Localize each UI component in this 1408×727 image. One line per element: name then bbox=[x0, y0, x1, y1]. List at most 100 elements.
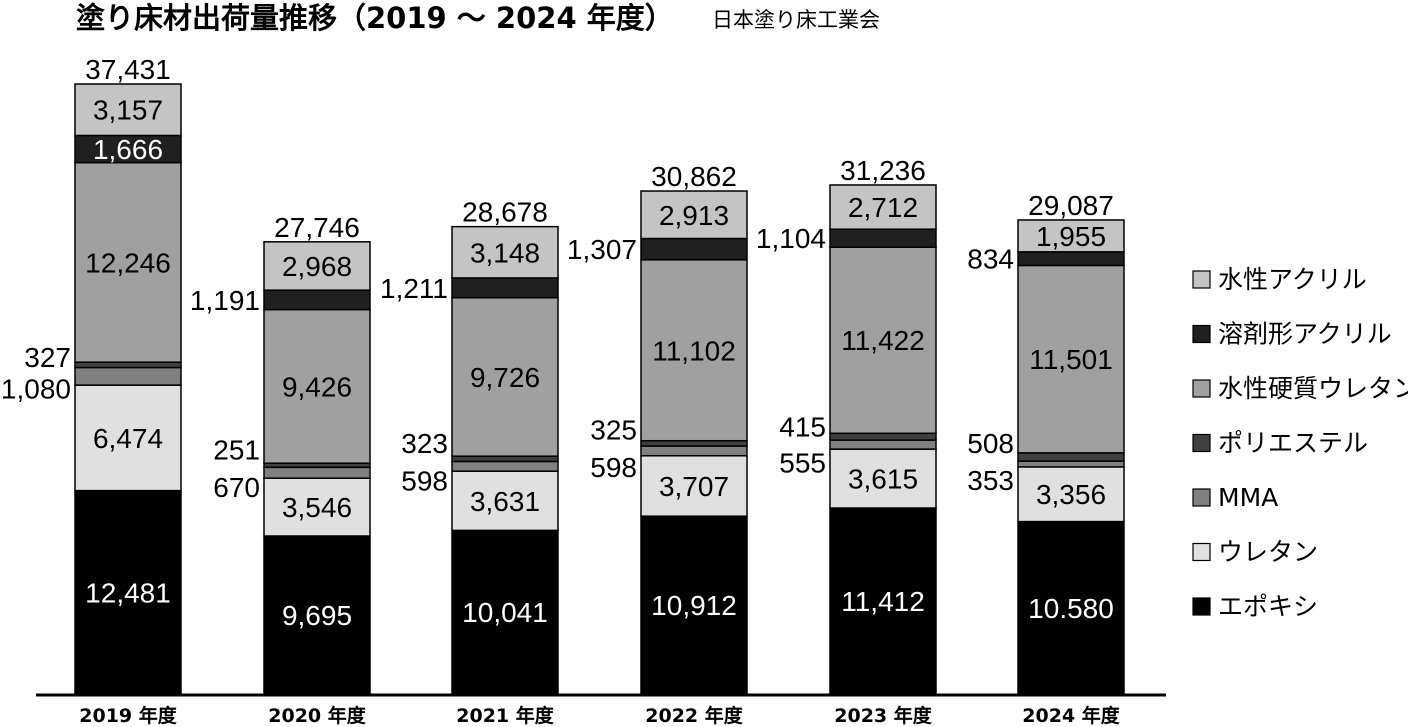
data-label-2021-年度-ウレタン: 3,631 bbox=[470, 486, 540, 517]
legend-label-ウレタン: ウレタン bbox=[1218, 538, 1318, 567]
bar-segment-2023-年度-溶剤形アクリル bbox=[829, 228, 937, 248]
bar-segment-2023-年度-エポキシ bbox=[829, 507, 937, 695]
data-label-2021-年度-エポキシ: 10,041 bbox=[462, 597, 548, 628]
bar-segment-2022-年度-水性硬質ウレタン bbox=[640, 259, 748, 442]
data-label-2019-年度-水性硬質ウレタン: 12,246 bbox=[85, 247, 171, 278]
legend-swatch-溶剤形アクリル bbox=[1192, 324, 1211, 344]
data-label-2024-年度-ポリエステル: 508 bbox=[967, 428, 1014, 459]
legend-swatch-ポリエステル bbox=[1192, 433, 1211, 453]
legend-label-MMA: MMA bbox=[1218, 483, 1278, 512]
legend-swatch-水性硬質ウレタン bbox=[1192, 379, 1211, 398]
bar-segment-2021-年度-水性硬質ウレタン bbox=[451, 296, 559, 457]
data-label-2024-年度-MMA: 353 bbox=[967, 465, 1014, 496]
total-label-2019-年度: 37,431 bbox=[85, 54, 171, 85]
bar-segment-2022-年度-ウレタン bbox=[640, 455, 748, 517]
data-label-2022-年度-溶剤形アクリル: 1,307 bbox=[567, 234, 637, 265]
data-label-2019-年度-ウレタン: 6,474 bbox=[93, 423, 163, 454]
data-label-2022-年度-MMA: 598 bbox=[590, 452, 637, 483]
data-label-2024-年度-エポキシ: 10.580 bbox=[1028, 593, 1114, 624]
x-tick-label-2021-年度: 2021 年度 bbox=[456, 704, 554, 727]
data-label-2022-年度-エポキシ: 10,912 bbox=[651, 590, 737, 621]
legend-swatch-ウレタン bbox=[1192, 542, 1211, 562]
data-label-2021-年度-水性硬質ウレタン: 9,726 bbox=[470, 362, 540, 393]
data-label-2021-年度-ポリエステル: 323 bbox=[401, 428, 448, 459]
legend-label-水性硬質ウレタン: 水性硬質ウレタン bbox=[1218, 374, 1408, 403]
bar-segment-2019-年度-溶剤形アクリル bbox=[74, 134, 182, 164]
legend-label-水性アクリル: 水性アクリル bbox=[1218, 265, 1367, 294]
bars-layer bbox=[74, 83, 1125, 695]
data-label-2019-年度-MMA: 1,080 bbox=[1, 373, 71, 404]
data-label-2019-年度-溶剤形アクリル: 1,666 bbox=[93, 134, 163, 165]
bar-segment-2024-年度-エポキシ bbox=[1017, 520, 1125, 695]
bar-segment-2021-年度-ポリエステル bbox=[451, 455, 559, 463]
bar-segment-2020-年度-エポキシ bbox=[263, 535, 371, 695]
data-label-2020-年度-水性硬質ウレタン: 9,426 bbox=[282, 371, 352, 402]
bar-segment-2019-年度-ウレタン bbox=[74, 384, 182, 492]
data-label-2023-年度-水性硬質ウレタン: 11,422 bbox=[841, 325, 925, 356]
data-label-2023-年度-エポキシ: 11,412 bbox=[841, 586, 925, 617]
data-label-2020-年度-エポキシ: 9,695 bbox=[282, 600, 352, 631]
bar-segment-2020-年度-水性硬質ウレタン bbox=[263, 308, 371, 464]
x-tick-label-2024-年度: 2024 年度 bbox=[1022, 704, 1120, 727]
data-label-2023-年度-水性アクリル: 2,712 bbox=[848, 192, 918, 223]
data-label-2023-年度-溶剤形アクリル: 1,104 bbox=[756, 223, 826, 254]
bar-segment-2020-年度-溶剤形アクリル bbox=[263, 289, 371, 311]
data-label-2021-年度-MMA: 598 bbox=[401, 465, 448, 496]
data-label-2019-年度-ポリエステル: 327 bbox=[24, 342, 71, 373]
total-label-2022-年度: 30,862 bbox=[651, 161, 737, 192]
data-label-2020-年度-溶剤形アクリル: 1,191 bbox=[190, 285, 260, 316]
data-label-2022-年度-水性硬質ウレタン: 11,102 bbox=[652, 335, 736, 366]
bar-segment-2023-年度-水性硬質ウレタン bbox=[829, 246, 937, 435]
legend-label-エポキシ: エポキシ bbox=[1218, 592, 1318, 621]
bar-segment-2023-年度-水性アクリル bbox=[829, 184, 937, 230]
data-label-2021-年度-溶剤形アクリル: 1,211 bbox=[380, 273, 448, 304]
legend-label-溶剤形アクリル: 溶剤形アクリル bbox=[1218, 320, 1392, 349]
data-label-2024-年度-水性アクリル: 1,955 bbox=[1036, 221, 1106, 252]
bar-segment-2022-年度-MMA bbox=[640, 445, 748, 457]
data-label-2024-年度-ウレタン: 3,356 bbox=[1036, 479, 1106, 510]
x-axis: 2019 年度 2020 年度 2021 年度 2022 年度 2023 年度 2024 … bbox=[36, 693, 1166, 727]
legend-swatch-MMA bbox=[1192, 488, 1211, 507]
bar-segment-2024-年度-MMA bbox=[1017, 460, 1125, 468]
data-label-2022-年度-水性アクリル: 2,913 bbox=[659, 200, 729, 231]
total-label-2021-年度: 28,678 bbox=[462, 197, 548, 228]
bar-segment-2021-年度-水性アクリル bbox=[451, 225, 559, 279]
bar-segment-2022-年度-ポリエステル bbox=[640, 439, 748, 447]
bar-segment-2024-年度-水性アクリル bbox=[1017, 219, 1125, 253]
bar-segment-2019-年度-水性アクリル bbox=[74, 83, 182, 137]
data-label-2020-年度-ウレタン: 3,546 bbox=[282, 492, 352, 523]
bar-segment-2019-年度-MMA bbox=[74, 366, 182, 386]
data-label-2024-年度-水性硬質ウレタン: 11,501 bbox=[1029, 344, 1113, 375]
bar-segment-2022-年度-エポキシ bbox=[640, 515, 748, 695]
bar-segment-2020-年度-水性アクリル bbox=[263, 241, 371, 291]
chart-title: 塗り床材出荷量推移（2019 ～ 2024 年度） bbox=[76, 1, 674, 35]
total-label-2024-年度: 29,087 bbox=[1028, 190, 1114, 221]
chart-source: 日本塗り床工業会 bbox=[712, 8, 880, 32]
bar-segment-2023-年度-ポリエステル bbox=[829, 432, 937, 441]
data-label-2022-年度-ウレタン: 3,707 bbox=[659, 471, 729, 502]
data-label-2020-年度-MMA: 670 bbox=[213, 472, 260, 503]
data-label-2019-年度-水性アクリル: 3,157 bbox=[93, 95, 163, 126]
data-label-2023-年度-MMA: 555 bbox=[779, 448, 826, 479]
bar-segment-2020-年度-ウレタン bbox=[263, 477, 371, 537]
bar-segment-2019-年度-エポキシ bbox=[74, 489, 182, 695]
total-label-2020-年度: 27,746 bbox=[274, 212, 360, 243]
data-label-2019-年度-エポキシ: 12,481 bbox=[85, 577, 171, 608]
legend-swatch-エポキシ bbox=[1192, 597, 1211, 616]
bar-segment-2021-年度-溶剤形アクリル bbox=[451, 277, 559, 299]
data-label-2021-年度-水性アクリル: 3,148 bbox=[470, 237, 540, 268]
bar-segment-2024-年度-水性硬質ウレタン bbox=[1017, 264, 1125, 454]
data-label-2024-年度-溶剤形アクリル: 834 bbox=[967, 244, 1014, 275]
bar-segment-2024-年度-ポリエステル bbox=[1017, 452, 1125, 462]
data-label-2020-年度-水性アクリル: 2,968 bbox=[282, 251, 352, 282]
bar-segment-2021-年度-ウレタン bbox=[451, 470, 559, 532]
data-label-2023-年度-ウレタン: 3,615 bbox=[848, 464, 918, 495]
legend-label-ポリエステル: ポリエステル bbox=[1218, 429, 1368, 458]
legend-swatch-水性アクリル bbox=[1192, 270, 1211, 289]
total-label-2023-年度: 31,236 bbox=[840, 155, 926, 186]
x-tick-label-2019-年度: 2019 年度 bbox=[79, 704, 177, 727]
data-label-2022-年度-ポリエステル: 325 bbox=[590, 414, 637, 445]
